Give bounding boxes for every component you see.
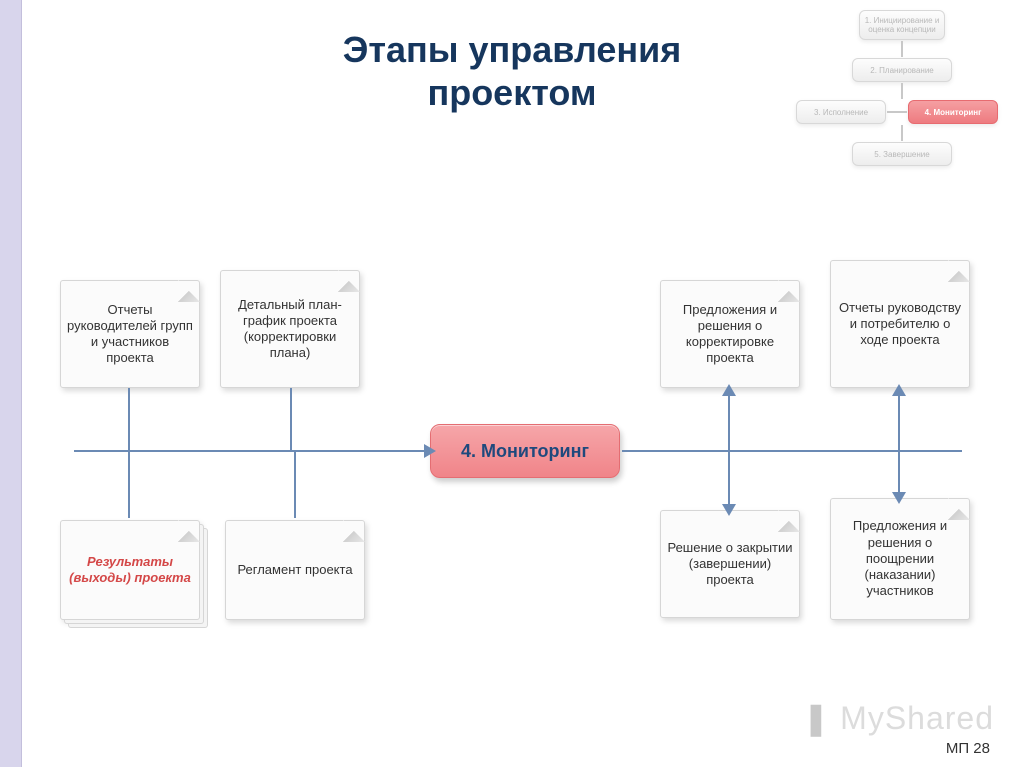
mini-nav-node-2: 2. Планирование xyxy=(852,58,952,82)
doc-closing-decision: Решение о закрытии (завершении) проекта xyxy=(660,510,800,618)
page-title: Этапы управления проектом xyxy=(256,28,768,114)
doc-proposals-correction: Предложения и решения о корректировке пр… xyxy=(660,280,800,388)
doc-label: Детальный план-график проекта (корректир… xyxy=(227,297,353,362)
center-node-label: 4. Мониторинг xyxy=(461,441,589,462)
arrow-up-icon xyxy=(892,384,906,396)
output-line xyxy=(622,450,962,452)
page-number: МП 28 xyxy=(946,740,990,757)
watermark: ❚ MyShared xyxy=(802,699,994,737)
mini-arrow-icon xyxy=(887,111,907,113)
arrow-down-icon xyxy=(892,492,906,504)
arrow-right-icon xyxy=(424,444,436,458)
connector xyxy=(128,452,130,518)
doc-reports-management: Отчеты руководству и потребителю о ходе … xyxy=(830,260,970,388)
doc-plan-schedule: Детальный план-график проекта (корректир… xyxy=(220,270,360,388)
doc-label: Результаты (выходы) проекта xyxy=(67,554,193,587)
mini-arrow-icon xyxy=(901,83,903,99)
doc-reports-leaders: Отчеты руководителей групп и участников … xyxy=(60,280,200,388)
doc-results-outputs: Результаты (выходы) проекта xyxy=(60,520,200,620)
connector xyxy=(294,452,296,518)
left-stripe xyxy=(0,0,22,767)
mini-nav-node-4: 4. Мониторинг xyxy=(908,100,998,124)
mini-arrow-icon xyxy=(901,41,903,57)
double-arrow-1 xyxy=(728,394,730,506)
connector xyxy=(128,388,130,450)
doc-incentive-decisions: Предложения и решения о поощрении (наказ… xyxy=(830,498,970,620)
doc-reglament: Регламент проекта xyxy=(225,520,365,620)
mini-nav: 1. Инициирование и оценка концепции 2. П… xyxy=(784,10,1004,190)
double-arrow-2 xyxy=(898,394,900,494)
arrow-down-icon xyxy=(722,504,736,516)
mini-nav-node-3: 3. Исполнение xyxy=(796,100,886,124)
doc-label: Отчеты руководству и потребителю о ходе … xyxy=(837,300,963,349)
arrow-up-icon xyxy=(722,384,736,396)
connector xyxy=(290,388,292,450)
mini-nav-node-5: 5. Завершение xyxy=(852,142,952,166)
center-node-monitoring: 4. Мониторинг xyxy=(430,424,620,478)
watermark-text: ❚ MyShared xyxy=(802,700,994,736)
doc-label: Предложения и решения о корректировке пр… xyxy=(667,302,793,367)
doc-label: Регламент проекта xyxy=(237,562,352,578)
doc-label: Решение о закрытии (завершении) проекта xyxy=(667,540,793,589)
mini-nav-node-1: 1. Инициирование и оценка концепции xyxy=(859,10,945,40)
doc-label: Отчеты руководителей групп и участников … xyxy=(67,302,193,367)
mini-arrow-icon xyxy=(901,125,903,141)
doc-label: Предложения и решения о поощрении (наказ… xyxy=(837,518,963,599)
